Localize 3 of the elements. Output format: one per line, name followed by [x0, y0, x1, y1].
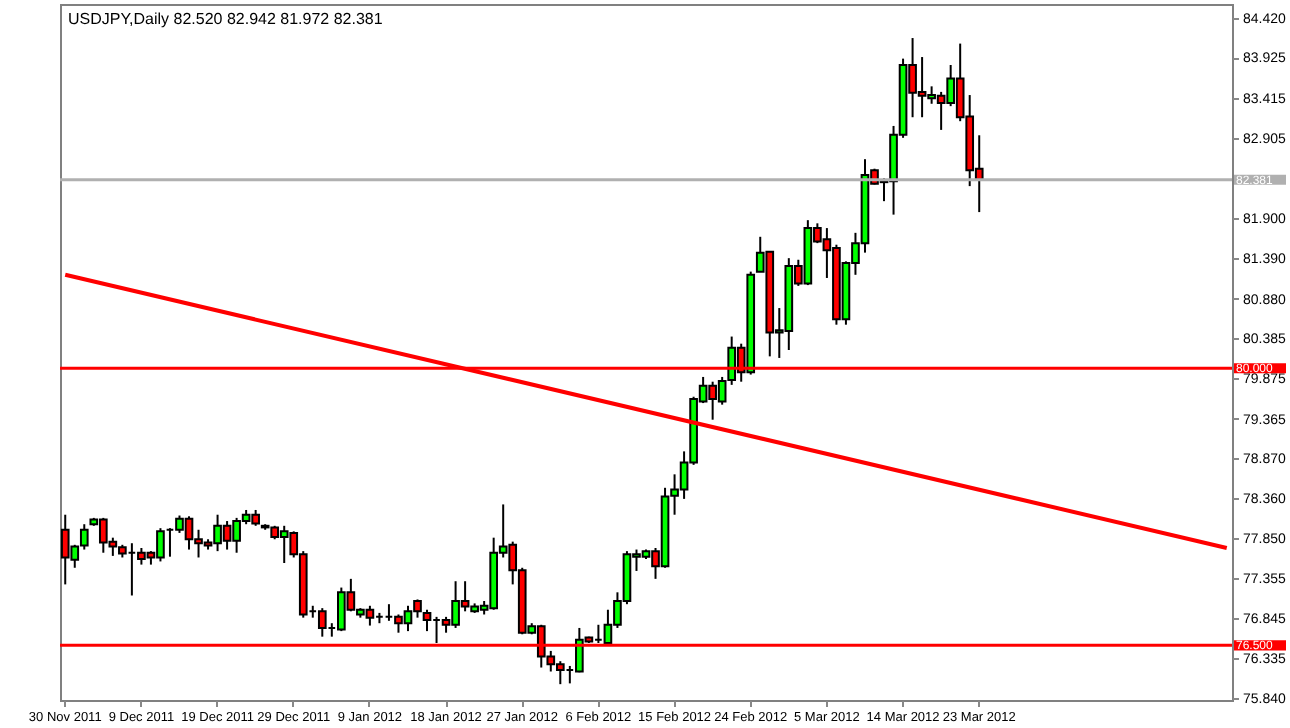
candlestick [422, 608, 432, 633]
candlestick [317, 607, 327, 638]
chart-title: USDJPY,Daily 82.520 82.942 81.972 82.381 [68, 10, 384, 28]
